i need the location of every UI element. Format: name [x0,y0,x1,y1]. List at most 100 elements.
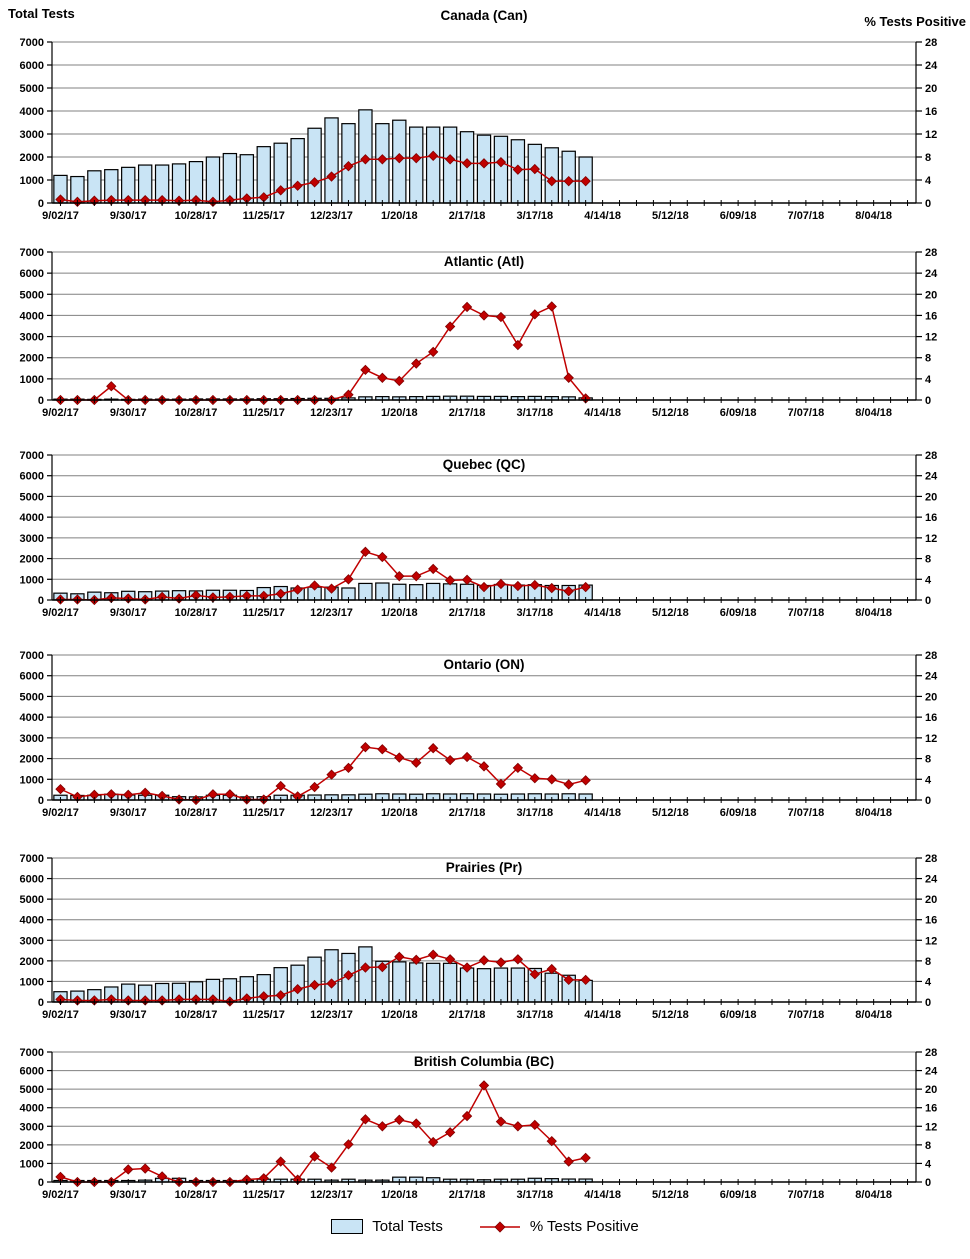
left-axis-tick-label: 1000 [20,574,44,586]
pct-positive-marker [309,177,320,188]
right-axis-tick-label: 4 [925,774,932,786]
pct-positive-marker [478,310,490,321]
pct-positive-marker [411,358,422,369]
x-axis-tick-label: 9/30/17 [110,210,147,222]
pct-positive-marker [580,581,591,593]
pct-positive-marker [224,789,236,800]
pct-positive-marker [309,1151,320,1162]
right-axis-tick-label: 20 [925,83,937,95]
left-axis: 0 1000 2000 3000 4000 5000 6000 7000 [20,650,52,807]
left-axis-tick-label: 3000 [20,129,44,141]
left-axis-tick-label: 3000 [20,533,44,545]
right-axis-tick-label: 4 [925,1158,932,1170]
x-axis-tick-label: 9/30/17 [110,407,147,419]
x-axis-tick-label: 3/17/18 [516,1189,553,1201]
x-axis-tick-label: 10/28/17 [175,210,218,222]
pct-positive-marker [292,584,303,595]
x-axis-tick-label: 3/17/18 [516,407,553,419]
left-axis-tick-label: 6000 [20,1066,44,1078]
right-axis-tick-label: 24 [925,1066,938,1078]
x-axis-tick-label: 3/17/18 [516,1009,553,1021]
x-axis: 9/02/17 9/30/17 10/28/17 11/25/17 12/23/17 1/… [42,797,909,819]
pct-positive-marker [580,1152,591,1164]
x-axis-tick-label: 1/20/18 [381,607,418,619]
x-axis-tick-label: 8/04/18 [855,407,892,419]
pct-positive-marker [428,743,439,754]
x-axis-tick-label: 5/12/18 [652,1189,689,1201]
x-axis-tick-label: 12/23/17 [310,1009,353,1021]
left-axis-tick-label: 7000 [20,247,44,259]
pct-positive-marker [360,742,371,753]
pct-positive-marker [563,175,574,187]
pct-positive-marker [529,579,540,591]
line-pct-positive [55,150,591,208]
x-axis-tick-label: 5/12/18 [652,807,689,819]
total-tests-bar [307,127,322,204]
left-axis-tick-label: 4000 [20,712,44,724]
x-axis-tick-label: 8/04/18 [855,1009,892,1021]
total-tests-bar [290,964,305,1003]
x-axis-tick-label: 7/07/18 [788,607,825,619]
x-axis-tick-label: 10/28/17 [175,807,218,819]
pct-positive-marker [377,744,388,755]
chart-panels: 0 1000 2000 3000 4000 5000 6000 7000 0 4 8 12 16 20 24… [20,8,939,1201]
pct-positive-marker [394,951,405,962]
pct-positive-marker [444,575,456,586]
pct-positive-marker [377,551,388,563]
left-axis-tick-label: 0 [38,395,44,407]
pct-positive-marker [106,381,117,392]
x-axis-tick-label: 5/12/18 [652,607,689,619]
gridlines [52,41,916,181]
pct-positive-marker [563,779,574,790]
left-axis-tick-label: 7000 [20,37,44,49]
x-axis-tick-label: 12/23/17 [310,807,353,819]
total-tests-swatch-icon [331,1219,364,1234]
right-axis-tick-label: 24 [925,874,938,886]
pct-positive-marker [580,974,591,986]
right-axis: 0 4 8 12 16 20 24 28 [916,1047,938,1189]
x-axis-tick-label: 7/07/18 [788,407,825,419]
pct-positive-marker [360,364,371,376]
total-tests-bar [205,156,221,204]
right-axis-tick-label: 8 [925,754,931,766]
pct-positive-line [60,305,587,401]
pct-positive-marker [546,1135,557,1147]
x-axis-tick-label: 12/23/17 [310,1189,353,1201]
right-axis-tick-label: 4 [925,175,932,187]
x-axis-tick-label: 9/02/17 [42,1009,79,1021]
right-axis-tick-label: 12 [925,1121,937,1133]
right-axis-tick-label: 16 [925,915,937,927]
pct-positive-marker [360,154,371,165]
pct-positive-marker [444,154,456,165]
x-axis: 9/02/17 9/30/17 10/28/17 11/25/17 12/23/17 1/… [42,200,909,222]
left-axis-tick-label: 1000 [20,374,44,386]
left-axis-tick-label: 6000 [20,60,44,72]
pct-positive-marker [478,581,490,593]
pct-positive-marker [512,580,524,592]
total-tests-bar [476,968,492,1003]
right-axis-tick-label: 28 [925,450,937,462]
pct-positive-marker [444,1127,456,1138]
pct-positive-marker [394,1114,405,1125]
x-axis-tick-label: 8/04/18 [855,607,892,619]
left-axis-tick-label: 6000 [20,874,44,886]
pct-positive-marker [411,152,422,164]
total-tests-bar [409,126,424,204]
x-axis-tick-label: 6/09/18 [720,1009,757,1021]
left-axis-tick-label: 4000 [20,915,44,927]
pct-positive-marker [275,588,286,599]
x-axis-tick-label: 12/23/17 [310,210,353,222]
pct-positive-marker [360,962,371,973]
right-axis-tick-label: 20 [925,1084,937,1096]
pct-positive-marker [394,752,405,763]
total-tests-bar [290,138,305,204]
pct-positive-marker [309,781,320,793]
pct-positive-marker [495,957,507,968]
pct-positive-marker [444,954,456,965]
pct-positive-marker [377,372,388,383]
left-axis: 0 1000 2000 3000 4000 5000 6000 7000 [20,37,52,210]
pct-positive-marker [461,574,473,585]
x-axis-tick-label: 1/20/18 [381,407,418,419]
pct-positive-marker [428,150,439,162]
pct-positive-marker [394,152,405,164]
